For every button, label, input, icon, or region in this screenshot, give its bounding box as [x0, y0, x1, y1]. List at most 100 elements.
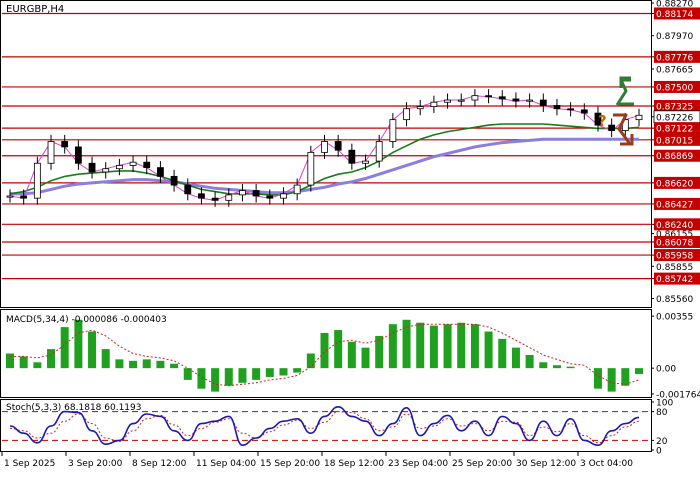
price-tick-label: 0.85560	[656, 295, 693, 305]
macd-signal-line	[10, 323, 640, 387]
macd-bar	[347, 341, 356, 369]
candle-body	[225, 194, 233, 201]
macd-bar	[224, 368, 233, 386]
candle-body	[239, 190, 246, 196]
macd-panel-frame	[0, 309, 652, 398]
candle-body	[115, 165, 123, 170]
x-tick-label: 15 Sep 20:00	[260, 459, 320, 469]
macd-bar	[142, 359, 151, 369]
macd-bar	[320, 332, 329, 369]
candles	[6, 89, 643, 207]
macd-bar	[552, 365, 561, 369]
candle-body	[321, 141, 328, 153]
macd-bar	[375, 335, 384, 369]
price-tick-label: 0.87776	[656, 53, 693, 63]
macd-bar	[306, 353, 315, 369]
macd-bar	[334, 330, 343, 369]
candle-body	[471, 95, 479, 101]
candle-body	[252, 190, 260, 197]
candle-body	[512, 98, 520, 102]
macd-bar	[607, 368, 616, 392]
macd-bar	[388, 324, 397, 369]
macd-bar	[101, 349, 110, 369]
price-label-box	[654, 235, 700, 248]
candle-body	[526, 99, 534, 102]
price-label-box	[654, 272, 700, 285]
candle-body	[143, 161, 151, 169]
x-tick-label: 3 Oct 04:00	[580, 459, 633, 469]
candle-body	[580, 109, 588, 114]
x-tick-label: 18 Sep 12:00	[324, 459, 384, 469]
price-label-box	[654, 133, 700, 146]
candle-body	[539, 99, 547, 106]
macd-bar	[183, 368, 192, 380]
macd-tick-label: 0.00355	[656, 313, 693, 323]
macd-tick-label: -0.001764	[656, 391, 700, 401]
candle-body	[20, 195, 28, 199]
price-label-box	[654, 7, 700, 20]
macd-bar	[74, 319, 83, 369]
price-label-box	[654, 122, 700, 135]
candle-body	[498, 96, 506, 100]
candle-body	[170, 175, 178, 186]
candle-body	[293, 184, 301, 195]
macd-bar	[484, 331, 493, 369]
candle-body	[184, 184, 192, 195]
price-label-box	[654, 197, 700, 210]
stoch-panel-frame	[0, 399, 652, 452]
price-label-box	[654, 176, 700, 189]
price-label-box	[654, 50, 700, 63]
macd-bar	[429, 325, 438, 369]
x-tick-label: 30 Sep 12:00	[516, 459, 576, 469]
candle-body	[307, 151, 315, 186]
price-tick-label: 0.88270	[656, 0, 693, 10]
macd-bar	[88, 331, 97, 369]
candle-body	[416, 106, 424, 110]
price-tick-label: 0.85742	[656, 275, 693, 285]
candle-body	[362, 160, 369, 164]
price-tick-label: 0.86155	[656, 230, 693, 240]
macd-bar	[361, 347, 370, 369]
candle-body	[88, 162, 96, 173]
candle-body	[348, 149, 356, 164]
macd-bar	[129, 360, 138, 369]
macd-bar	[621, 368, 630, 386]
price-tick-label: 0.87015	[656, 136, 693, 146]
candle-body	[594, 112, 602, 126]
price-tick-label: 0.87122	[656, 125, 693, 135]
stoch-title: Stoch(5,3,3) 68.1818 60.1193	[6, 403, 141, 413]
macd-bar	[293, 368, 302, 373]
price-tick-label: 0.87325	[656, 103, 693, 113]
price-label-box	[654, 149, 700, 162]
arrow-up-icon	[615, 76, 634, 106]
candle-body	[430, 101, 438, 107]
levels-layer	[2, 12, 651, 280]
stoch-tick-label: 20	[656, 437, 668, 447]
macd-bar	[197, 368, 206, 389]
candle-body	[457, 99, 465, 102]
macd-bar	[19, 356, 28, 369]
macd-bar	[6, 353, 14, 369]
price-tick-label: 0.86869	[656, 152, 693, 162]
macd-bar	[402, 319, 411, 369]
candle-body	[157, 167, 164, 177]
macd-bar	[279, 368, 288, 376]
price-tick-label: 0.87500	[656, 83, 693, 93]
question-mark: ?	[598, 112, 607, 130]
price-label-box	[654, 80, 700, 93]
candle-body	[485, 95, 492, 98]
ma-line-1	[9, 123, 640, 196]
candle-body	[198, 193, 205, 199]
macd-bar	[566, 366, 575, 369]
candle-body	[102, 168, 110, 173]
macd-bar	[170, 363, 179, 369]
macd-bar	[47, 349, 56, 369]
price-label-box	[654, 249, 700, 262]
candle-body	[635, 114, 643, 121]
macd-bar	[416, 322, 425, 369]
ma-line-2	[10, 137, 639, 196]
candle-body	[266, 195, 274, 199]
price-tick-label: 0.87665	[656, 65, 693, 75]
